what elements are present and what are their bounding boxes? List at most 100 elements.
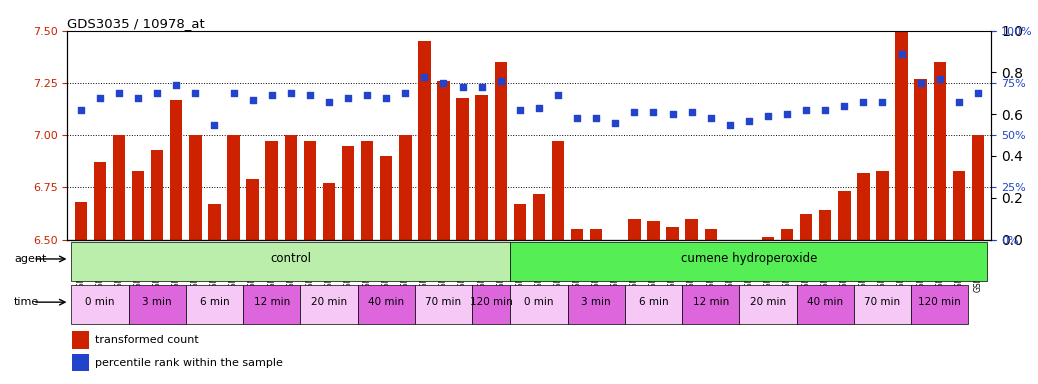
Bar (186, 285, 243, 324)
Bar (75, 202, 87, 240)
Bar (609, 240, 622, 246)
Text: 20 min: 20 min (311, 297, 347, 307)
Point (798, 107, 815, 113)
Bar (72, 242, 511, 281)
Bar (284, 135, 297, 240)
Point (530, 105, 547, 111)
Point (607, 119, 624, 126)
Point (111, 90, 128, 96)
Point (969, 90, 986, 96)
Bar (625, 285, 682, 324)
Point (148, 90, 165, 96)
Bar (93, 162, 106, 240)
Bar (685, 218, 698, 240)
Bar (227, 135, 240, 240)
Point (646, 109, 662, 115)
Point (492, 78, 509, 84)
Bar (472, 285, 511, 324)
Bar (571, 229, 583, 240)
Text: 3 min: 3 min (581, 297, 611, 307)
Point (569, 115, 585, 121)
Point (855, 99, 872, 105)
Point (874, 99, 891, 105)
Bar (361, 141, 374, 240)
Point (760, 113, 776, 119)
Bar (628, 218, 640, 240)
Point (550, 93, 567, 99)
Text: time: time (15, 297, 39, 307)
Point (416, 74, 433, 80)
Point (207, 122, 223, 128)
Bar (838, 192, 850, 240)
Bar (762, 237, 774, 240)
Text: 6 min: 6 min (638, 297, 668, 307)
Bar (511, 285, 568, 324)
Text: 0 min: 0 min (524, 297, 553, 307)
Bar (266, 141, 278, 240)
Bar (418, 41, 431, 240)
Bar (742, 240, 755, 250)
Bar (796, 285, 854, 324)
Point (302, 93, 319, 99)
Point (817, 107, 834, 113)
Point (836, 103, 852, 109)
Text: 20 min: 20 min (749, 297, 786, 307)
Point (397, 90, 413, 96)
Point (244, 96, 261, 103)
Bar (246, 179, 258, 240)
Bar (682, 285, 739, 324)
Bar (415, 285, 472, 324)
Point (282, 90, 299, 96)
Bar (552, 141, 565, 240)
Bar (876, 170, 889, 240)
Point (91, 94, 108, 101)
Point (683, 109, 700, 115)
Point (626, 109, 643, 115)
Point (339, 94, 356, 101)
Text: 40 min: 40 min (368, 297, 404, 307)
Bar (857, 173, 870, 240)
Bar (72, 331, 88, 349)
Bar (800, 214, 813, 240)
Bar (457, 98, 469, 240)
Bar (723, 240, 736, 265)
Bar (819, 210, 831, 240)
Text: GDS3035 / 10978_at: GDS3035 / 10978_at (67, 17, 206, 30)
Point (951, 99, 967, 105)
Text: 12 min: 12 min (253, 297, 290, 307)
Text: percentile rank within the sample: percentile rank within the sample (95, 358, 283, 368)
Bar (72, 354, 88, 371)
Bar (113, 135, 126, 240)
Text: 6 min: 6 min (199, 297, 229, 307)
Point (130, 94, 146, 101)
Point (225, 90, 242, 96)
Point (264, 93, 280, 99)
Bar (739, 285, 796, 324)
Bar (304, 141, 317, 240)
Bar (590, 229, 602, 240)
Point (378, 94, 394, 101)
Bar (342, 146, 354, 240)
Point (435, 80, 452, 86)
Point (912, 80, 929, 86)
Bar (514, 204, 526, 240)
Bar (358, 285, 415, 324)
Point (588, 115, 604, 121)
Bar (896, 0, 908, 240)
Bar (914, 79, 927, 240)
Point (359, 93, 376, 99)
Point (931, 76, 948, 82)
Text: 40 min: 40 min (808, 297, 843, 307)
Point (473, 84, 490, 90)
Bar (933, 62, 946, 240)
Bar (209, 204, 221, 240)
Point (512, 107, 528, 113)
Point (321, 99, 337, 105)
Bar (399, 135, 411, 240)
Point (187, 90, 203, 96)
Point (740, 118, 757, 124)
Text: 0 min: 0 min (85, 297, 114, 307)
Bar (666, 227, 679, 240)
Bar (854, 285, 911, 324)
Text: control: control (270, 252, 311, 265)
